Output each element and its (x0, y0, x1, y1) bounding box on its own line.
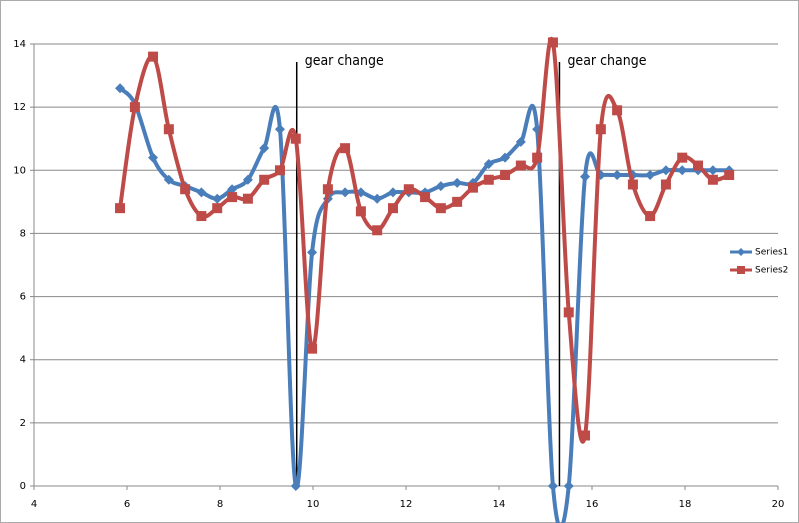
annotation: gear change (567, 53, 646, 69)
marker (595, 124, 606, 135)
y-tick-label: 6 (20, 292, 26, 303)
marker (645, 170, 656, 181)
marker (242, 193, 253, 204)
marker (212, 203, 223, 214)
marker (372, 225, 383, 236)
marker (322, 184, 333, 195)
x-tick-label: 12 (400, 499, 413, 510)
marker (115, 83, 126, 94)
marker (387, 187, 398, 198)
marker (129, 102, 140, 113)
marker (115, 203, 126, 214)
marker (259, 143, 270, 154)
marker (227, 184, 238, 195)
marker (274, 165, 285, 176)
x-tick-label: 20 (772, 499, 785, 510)
marker (660, 165, 671, 176)
marker (259, 174, 270, 185)
marker (340, 143, 351, 154)
y-tick-label: 4 (20, 355, 26, 366)
marker (483, 158, 494, 169)
marker (227, 192, 238, 203)
marker (435, 203, 446, 214)
marker (196, 211, 207, 222)
marker (724, 170, 735, 181)
x-tick-label: 14 (493, 499, 506, 510)
marker (180, 184, 191, 195)
marker (435, 181, 446, 192)
marker (515, 160, 526, 171)
y-tick-label: 0 (20, 481, 26, 492)
marker (532, 152, 543, 163)
marker (612, 105, 623, 116)
marker (612, 170, 623, 181)
legend-marker (737, 248, 745, 256)
marker (387, 203, 398, 214)
marker (547, 481, 558, 491)
marker (403, 184, 414, 195)
x-tick-label: 18 (679, 499, 692, 510)
marker (196, 187, 207, 198)
x-tick-label: 6 (124, 499, 130, 510)
marker (693, 160, 704, 171)
marker (355, 206, 366, 217)
x-tick-label: 10 (307, 499, 320, 510)
marker (563, 481, 574, 491)
marker (627, 179, 638, 190)
marker (547, 37, 558, 48)
marker (420, 192, 431, 203)
marker (483, 174, 494, 185)
marker (500, 152, 511, 163)
legend-marker (737, 266, 745, 274)
marker (452, 177, 463, 188)
marker (148, 152, 159, 163)
marker (290, 133, 301, 144)
marker (645, 211, 656, 222)
marker (290, 481, 301, 491)
marker (677, 152, 688, 163)
marker (307, 343, 318, 354)
marker (563, 307, 574, 318)
y-tick-label: 2 (20, 418, 26, 429)
marker (372, 193, 383, 204)
marker (677, 165, 688, 176)
legend-label: Series2 (755, 266, 788, 276)
marker (340, 187, 351, 198)
marker (580, 430, 591, 441)
marker (707, 165, 718, 176)
marker (274, 124, 285, 135)
marker (452, 196, 463, 207)
marker (307, 247, 318, 258)
marker (148, 51, 159, 62)
y-tick-label: 10 (13, 165, 26, 176)
y-tick-label: 14 (13, 39, 26, 50)
x-tick-label: 8 (217, 499, 223, 510)
marker (515, 136, 526, 147)
marker (660, 179, 671, 190)
legend-label: Series1 (755, 248, 788, 258)
marker (500, 170, 511, 181)
marker (242, 174, 253, 185)
y-tick-label: 8 (20, 228, 26, 239)
marker (467, 182, 478, 193)
x-tick-label: 16 (586, 499, 599, 510)
y-tick-label: 12 (13, 102, 26, 113)
marker (212, 193, 223, 204)
marker (580, 171, 591, 182)
annotation: gear change (305, 53, 384, 69)
marker (163, 174, 174, 185)
x-tick-label: 4 (31, 499, 37, 510)
marker (707, 174, 718, 185)
marker (163, 124, 174, 135)
